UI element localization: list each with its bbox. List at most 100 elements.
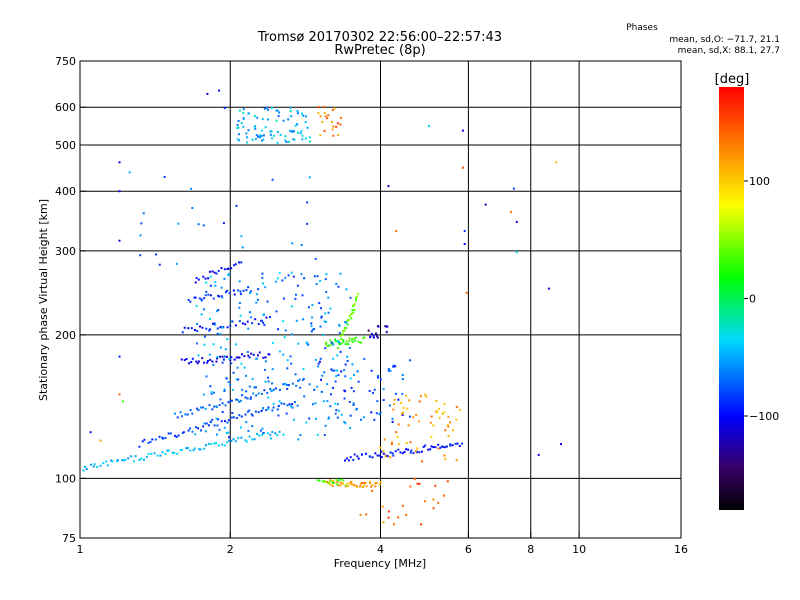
echo-point <box>350 480 353 483</box>
echo-point <box>338 324 341 327</box>
echo-point <box>147 441 150 444</box>
y-tick-label: 100 <box>55 472 76 485</box>
echo-point <box>229 359 232 361</box>
echo-point <box>82 469 85 472</box>
echo-point <box>263 389 266 392</box>
echo-point <box>247 286 250 289</box>
colorbar-tick-label: 100 <box>749 175 770 188</box>
echo-point <box>237 120 240 122</box>
echo-point <box>327 311 330 314</box>
echo-point <box>420 450 423 453</box>
echo-point <box>249 311 251 314</box>
echo-point <box>247 112 250 115</box>
echo-point <box>316 433 319 436</box>
echo-point <box>254 410 257 413</box>
echo-point <box>325 342 328 345</box>
echo-point <box>408 415 411 418</box>
echo-point <box>385 325 388 328</box>
echo-point <box>387 368 390 370</box>
echo-point <box>197 354 200 357</box>
echo-point <box>227 431 230 434</box>
echo-point <box>271 341 274 344</box>
echo-point <box>409 451 412 454</box>
echo-point <box>266 391 269 394</box>
echo-point <box>204 294 207 297</box>
echo-point <box>232 416 235 419</box>
data-points <box>82 89 562 526</box>
echo-point <box>382 521 385 524</box>
echo-point <box>560 443 562 446</box>
echo-point <box>223 390 226 392</box>
echo-point <box>446 480 449 483</box>
echo-point <box>241 394 244 397</box>
echo-point <box>207 277 210 280</box>
echo-point <box>344 343 347 346</box>
echo-point <box>332 481 335 484</box>
echo-point <box>187 327 190 330</box>
echo-point <box>220 295 223 298</box>
echo-point <box>197 409 200 411</box>
echo-point <box>269 388 272 390</box>
echo-point <box>330 393 332 396</box>
echo-point <box>299 434 302 436</box>
echo-point <box>93 463 96 466</box>
echo-point <box>389 451 392 454</box>
echo-point <box>395 431 398 434</box>
echo-point <box>261 392 263 395</box>
echo-point <box>207 424 210 427</box>
echo-point <box>214 281 217 284</box>
echo-point <box>381 505 384 508</box>
echo-point <box>355 295 358 298</box>
echo-point <box>396 436 399 439</box>
echo-point <box>275 387 277 390</box>
echo-point <box>343 389 346 392</box>
echo-point <box>226 441 229 444</box>
echo-point <box>240 415 243 418</box>
echo-point <box>334 338 336 341</box>
echo-point <box>438 416 441 419</box>
echo-point <box>127 457 130 460</box>
echo-point <box>245 374 247 377</box>
echo-point <box>276 141 279 144</box>
echo-point <box>159 454 162 457</box>
echo-point <box>190 361 193 364</box>
echo-point <box>202 275 205 278</box>
echo-point <box>336 483 339 486</box>
colorbar-tick-label: 0 <box>749 293 756 306</box>
echo-point <box>443 494 446 497</box>
echo-point <box>219 326 222 329</box>
echo-point <box>218 428 221 431</box>
echo-point <box>121 459 124 462</box>
echo-point <box>323 371 326 374</box>
echo-point <box>342 340 345 343</box>
echo-point <box>325 320 328 323</box>
echo-point <box>391 452 394 455</box>
echo-point <box>295 319 298 322</box>
echo-point <box>238 261 240 264</box>
echo-point <box>420 523 423 526</box>
echo-point <box>275 119 278 122</box>
echo-point <box>267 108 270 111</box>
echo-point <box>320 390 323 393</box>
echo-point <box>377 374 380 377</box>
echo-point <box>333 369 336 372</box>
echo-point <box>335 340 338 343</box>
echo-point <box>194 433 197 436</box>
echo-point <box>134 455 137 458</box>
echo-point <box>378 413 381 416</box>
echo-point <box>252 392 255 395</box>
echo-point <box>191 357 194 360</box>
echo-point <box>264 360 267 363</box>
echo-point <box>230 440 233 442</box>
echo-point <box>237 378 240 381</box>
echo-point <box>392 364 395 367</box>
echo-point <box>349 427 352 429</box>
echo-point <box>515 251 518 254</box>
echo-point <box>300 130 303 133</box>
echo-point <box>397 448 400 451</box>
echo-point <box>229 383 232 386</box>
echo-point <box>335 125 338 128</box>
x-tick-label: 2 <box>227 543 234 556</box>
echo-point <box>331 109 334 112</box>
echo-point <box>324 312 327 315</box>
